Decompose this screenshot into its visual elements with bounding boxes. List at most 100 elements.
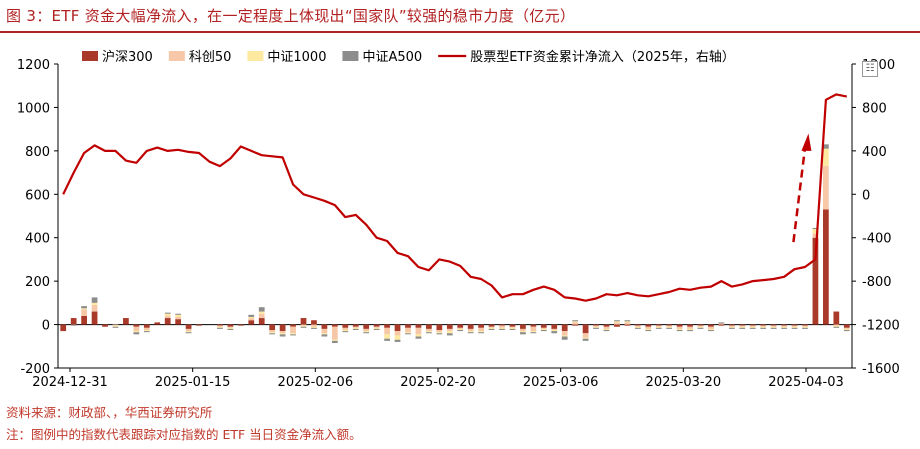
bar-a500	[426, 332, 432, 334]
bar-a500	[457, 330, 464, 332]
bar-zz1000	[143, 330, 150, 332]
bar-a500	[739, 327, 746, 329]
right-tick-label: 0	[862, 188, 870, 203]
bar-kc50	[81, 309, 87, 316]
bar-zz1000	[258, 311, 265, 314]
right-tick-label: -1600	[862, 362, 900, 377]
bar-hs300	[739, 324, 746, 326]
bar-kc50	[802, 325, 808, 327]
bar-a500	[290, 334, 296, 336]
bar-kc50	[363, 328, 370, 332]
bar-kc50	[227, 326, 234, 328]
bar-hs300	[258, 318, 265, 325]
bar-hs300	[676, 324, 683, 327]
bar-a500	[718, 322, 725, 324]
bar-kc50	[258, 313, 265, 319]
bar-hs300	[833, 311, 840, 325]
legend-label: 股票型ETF资金累计净流入（2025年，右轴）	[470, 49, 735, 65]
bar-hs300	[781, 324, 787, 326]
bar-hs300	[60, 324, 67, 332]
x-tick-label: 2025-03-06	[523, 375, 599, 390]
bar-kc50	[290, 326, 296, 334]
bar-zz1000	[812, 229, 819, 234]
bar-a500	[446, 333, 453, 336]
bar-a500	[645, 330, 652, 332]
bar-zz1000	[833, 325, 840, 327]
bar-zz1000	[488, 327, 495, 329]
bar-hs300	[384, 324, 390, 328]
bar-a500	[311, 327, 317, 329]
bar-hs300	[102, 324, 108, 327]
bar-kc50	[185, 328, 192, 332]
trend-arrow-head	[801, 133, 812, 151]
bar-kc50	[624, 322, 631, 325]
bar-zz1000	[342, 330, 349, 332]
bar-a500	[540, 330, 547, 332]
bar-hs300	[812, 237, 819, 325]
bar-kc50	[561, 331, 568, 336]
bar-kc50	[655, 325, 662, 327]
bar-hs300	[666, 324, 673, 326]
bar-hs300	[697, 324, 704, 326]
bar-kc50	[760, 325, 767, 327]
bar-kc50	[520, 328, 526, 332]
bar-kc50	[248, 318, 255, 321]
bar-hs300	[196, 324, 202, 326]
bar-hs300	[760, 324, 767, 326]
bar-hs300	[593, 324, 599, 326]
bar-a500	[279, 334, 286, 337]
bar-kc50	[614, 322, 620, 325]
bar-zz1000	[457, 328, 464, 330]
bar-zz1000	[384, 334, 390, 339]
trend-arrow-shaft	[792, 144, 807, 243]
bar-a500	[91, 297, 98, 303]
bar-zz1000	[175, 314, 182, 317]
legend-label: 沪深300	[102, 49, 153, 65]
bar-a500	[603, 330, 610, 332]
bar-a500	[843, 330, 850, 332]
bar-hs300	[561, 324, 568, 332]
bar-hs300	[843, 324, 850, 328]
bar-hs300	[802, 324, 808, 326]
bar-zz1000	[582, 337, 589, 339]
legend-swatch	[247, 51, 264, 61]
bar-hs300	[321, 324, 328, 329]
bar-zz1000	[551, 330, 558, 332]
bar-kc50	[415, 327, 422, 335]
bar-hs300	[614, 324, 620, 327]
bar-hs300	[81, 315, 87, 325]
chart-menu-icon[interactable]: ☷	[862, 61, 878, 77]
bar-kc50	[603, 326, 610, 329]
bar-a500	[269, 333, 276, 335]
bar-a500	[185, 332, 192, 334]
bar-a500	[812, 227, 819, 230]
x-tick-label: 2025-04-03	[768, 375, 844, 390]
bar-hs300	[488, 324, 495, 327]
bar-hs300	[718, 324, 725, 326]
bar-a500	[676, 330, 683, 332]
bar-hs300	[457, 324, 464, 328]
bar-a500	[373, 328, 380, 330]
bar-kc50	[728, 325, 735, 327]
bar-hs300	[687, 324, 693, 327]
bar-hs300	[342, 324, 349, 328]
bar-a500	[258, 307, 265, 312]
legend-swatch	[82, 51, 98, 61]
bar-a500	[478, 332, 484, 334]
bar-kc50	[791, 325, 798, 327]
bar-zz1000	[603, 328, 610, 330]
bar-zz1000	[467, 331, 474, 333]
bar-kc50	[833, 324, 840, 326]
cumulative-inflow-line	[62, 93, 848, 302]
bar-hs300	[415, 324, 422, 328]
bar-zz1000	[520, 331, 526, 333]
left-tick-label: -200	[20, 362, 50, 377]
bar-kc50	[582, 333, 589, 338]
bar-hs300	[373, 324, 380, 327]
legend-label: 科创50	[189, 50, 232, 65]
bar-a500	[530, 332, 537, 334]
bar-a500	[760, 327, 767, 329]
bar-kc50	[812, 233, 819, 238]
bar-a500	[363, 332, 370, 334]
bar-hs300	[154, 322, 161, 325]
